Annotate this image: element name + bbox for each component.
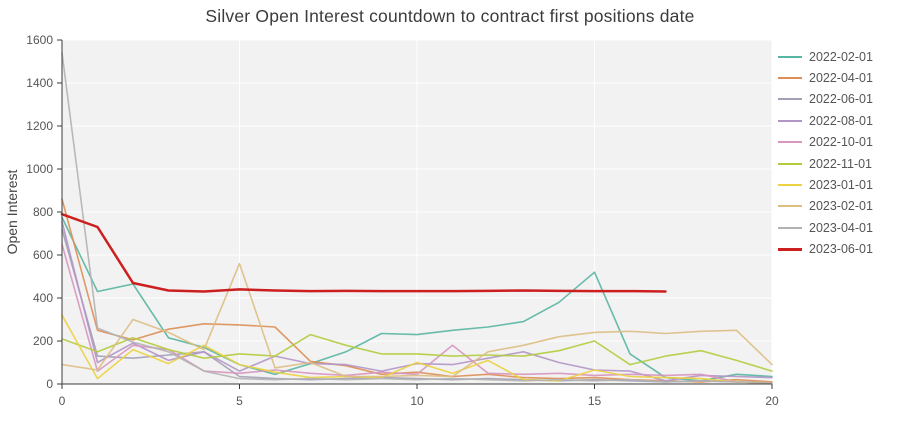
y-tick-label: 1000 [26, 162, 53, 176]
series-line-2023-04-01 [61, 52, 773, 384]
legend-label: 2022-11-01 [809, 156, 873, 171]
legend-label: 2023-01-01 [809, 178, 873, 193]
legend-item-2022-02-01[interactable]: 2022-02-01 [778, 46, 896, 67]
y-tick-label: 1200 [26, 119, 53, 133]
legend-label: 2023-02-01 [809, 199, 873, 214]
y-tick-label: 400 [33, 291, 53, 305]
legend-label: 2023-04-01 [809, 220, 873, 235]
legend: 2022-02-01 2022-04-01 2022-06-01 2022-08-01… [778, 46, 896, 260]
legend-swatch-icon [778, 184, 802, 187]
legend-label: 2022-10-01 [809, 135, 873, 150]
x-tick-label: 0 [59, 394, 66, 408]
series-line-2023-02-01 [61, 262, 773, 378]
legend-item-2023-01-01[interactable]: 2023-01-01 [778, 174, 896, 195]
y-tick-label: 1400 [26, 76, 53, 90]
y-tick-label: 1600 [26, 33, 53, 47]
legend-swatch-icon [778, 226, 802, 229]
x-tick-label: 5 [236, 394, 243, 408]
legend-swatch-icon [778, 77, 802, 80]
legend-swatch-icon [778, 98, 802, 101]
legend-item-2022-10-01[interactable]: 2022-10-01 [778, 132, 896, 153]
legend-label: 2022-04-01 [809, 71, 873, 86]
series-line-2023-06-01 [60, 212, 667, 293]
x-tick-label: 15 [588, 394, 602, 408]
chart-title: Silver Open Interest countdown to contra… [205, 6, 695, 26]
legend-swatch-icon [778, 119, 802, 122]
legend-label: 2022-08-01 [809, 113, 873, 128]
legend-item-2022-06-01[interactable]: 2022-06-01 [778, 89, 896, 110]
legend-swatch-icon [778, 247, 802, 251]
y-axis-title: Open Interest [4, 169, 20, 255]
legend-swatch-icon [778, 141, 802, 144]
series-line-2022-11-01 [61, 333, 773, 372]
legend-label: 2022-06-01 [809, 92, 873, 107]
x-tick-label: 20 [765, 394, 779, 408]
legend-item-2023-04-01[interactable]: 2023-04-01 [778, 217, 896, 238]
legend-item-2022-08-01[interactable]: 2022-08-01 [778, 110, 896, 131]
legend-swatch-icon [778, 162, 802, 165]
y-tick-label: 200 [33, 334, 53, 348]
y-tick-label: 800 [33, 205, 53, 219]
legend-label: 2023-06-01 [809, 242, 873, 257]
series-line-2022-02-01 [61, 216, 773, 382]
y-tick-label: 0 [46, 377, 53, 391]
legend-item-2022-11-01[interactable]: 2022-11-01 [778, 153, 896, 174]
legend-label: 2022-02-01 [809, 49, 873, 64]
legend-item-2023-06-01[interactable]: 2023-06-01 [778, 239, 896, 260]
x-tick-label: 10 [410, 394, 424, 408]
legend-item-2023-02-01[interactable]: 2023-02-01 [778, 196, 896, 217]
legend-swatch-icon [778, 205, 802, 208]
y-tick-label: 600 [33, 248, 53, 262]
legend-swatch-icon [778, 55, 802, 58]
legend-item-2022-04-01[interactable]: 2022-04-01 [778, 67, 896, 88]
